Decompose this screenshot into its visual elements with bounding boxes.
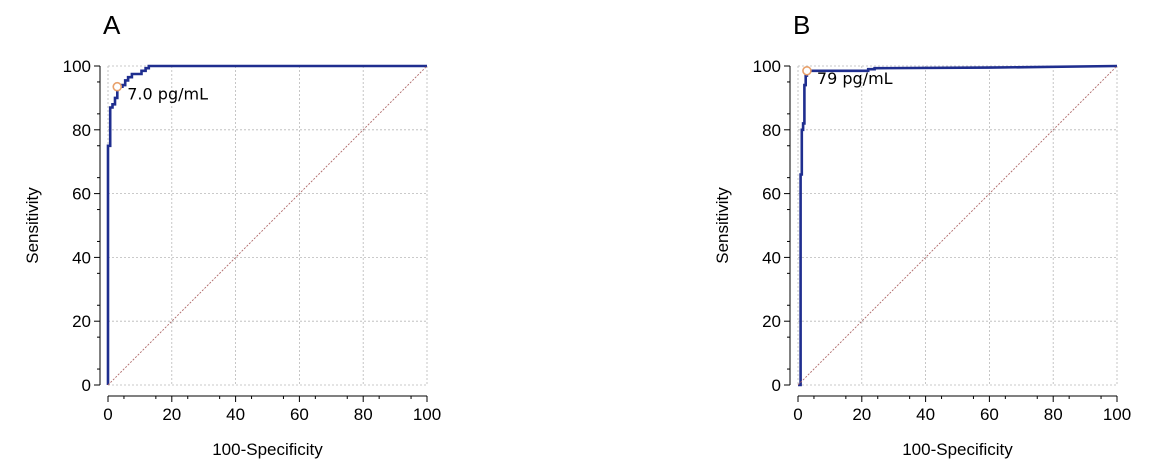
x-axis-title: 100-Specificity xyxy=(902,440,1013,459)
y-tick-label: 80 xyxy=(72,121,91,140)
cutoff-point-marker xyxy=(802,65,812,76)
y-tick-label: 0 xyxy=(772,376,781,395)
x-tick-label: 80 xyxy=(1044,405,1063,424)
cutoff-point-marker xyxy=(112,81,123,92)
x-tick-label: 80 xyxy=(354,405,373,424)
x-tick-label: 100 xyxy=(1103,405,1131,424)
x-tick-label: 100 xyxy=(413,405,441,424)
y-tick-label: 100 xyxy=(63,57,91,76)
x-tick-label: 20 xyxy=(162,405,181,424)
x-tick-label: 0 xyxy=(103,405,112,424)
reference-diagonal-line xyxy=(107,65,428,386)
y-axis-title: Sensitivity xyxy=(23,187,42,264)
x-tick-label: 60 xyxy=(980,405,999,424)
roc-panel-a: A 0 20 40 60 80 100 0 20 40 60 80 100 100-Specificity… xyxy=(23,10,441,459)
roc-curve-line xyxy=(106,64,427,385)
cutoff-annotation: 7.0 pg/mL xyxy=(127,85,208,104)
panel-label: A xyxy=(103,10,121,40)
x-tick-label: 40 xyxy=(916,405,935,424)
x-tick-label: 20 xyxy=(852,405,871,424)
x-tick-label: 40 xyxy=(226,405,245,424)
y-tick-label: 20 xyxy=(762,312,781,331)
x-axis-title: 100-Specificity xyxy=(212,440,323,459)
roc-panel-b: B 0 20 40 60 80 100 0 20 40 60 80 100 100-Specificity… xyxy=(713,10,1131,459)
roc-curve-line xyxy=(798,64,1118,387)
cutoff-annotation: 79 pg/mL xyxy=(817,69,893,88)
y-axis-title: Sensitivity xyxy=(713,187,732,264)
y-tick-label: 40 xyxy=(72,248,91,267)
x-tick-label: 0 xyxy=(793,405,802,424)
y-tick-label: 60 xyxy=(72,185,91,204)
x-tick-label: 60 xyxy=(290,405,309,424)
y-tick-label: 40 xyxy=(762,248,781,267)
reference-diagonal-line xyxy=(797,65,1118,386)
y-tick-label: 0 xyxy=(82,376,91,395)
y-tick-label: 100 xyxy=(753,57,781,76)
y-tick-label: 80 xyxy=(762,121,781,140)
y-tick-label: 20 xyxy=(72,312,91,331)
y-tick-label: 60 xyxy=(762,185,781,204)
panel-label: B xyxy=(793,10,810,40)
